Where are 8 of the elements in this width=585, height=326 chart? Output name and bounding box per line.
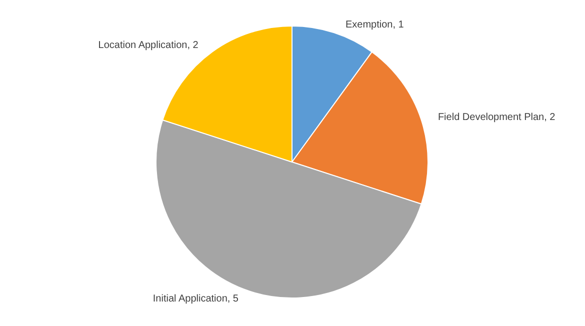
data-label: , 1 [392,20,404,31]
data-label: , 2 [544,112,556,123]
data-label: , 2 [187,40,199,51]
slice-label: Field Development Plan [438,112,544,123]
slice-label: Initial Application [152,293,228,304]
slice-label: Location Application [98,40,188,51]
data-label: , 5 [227,293,239,304]
slice-label: Exemption [346,20,393,31]
